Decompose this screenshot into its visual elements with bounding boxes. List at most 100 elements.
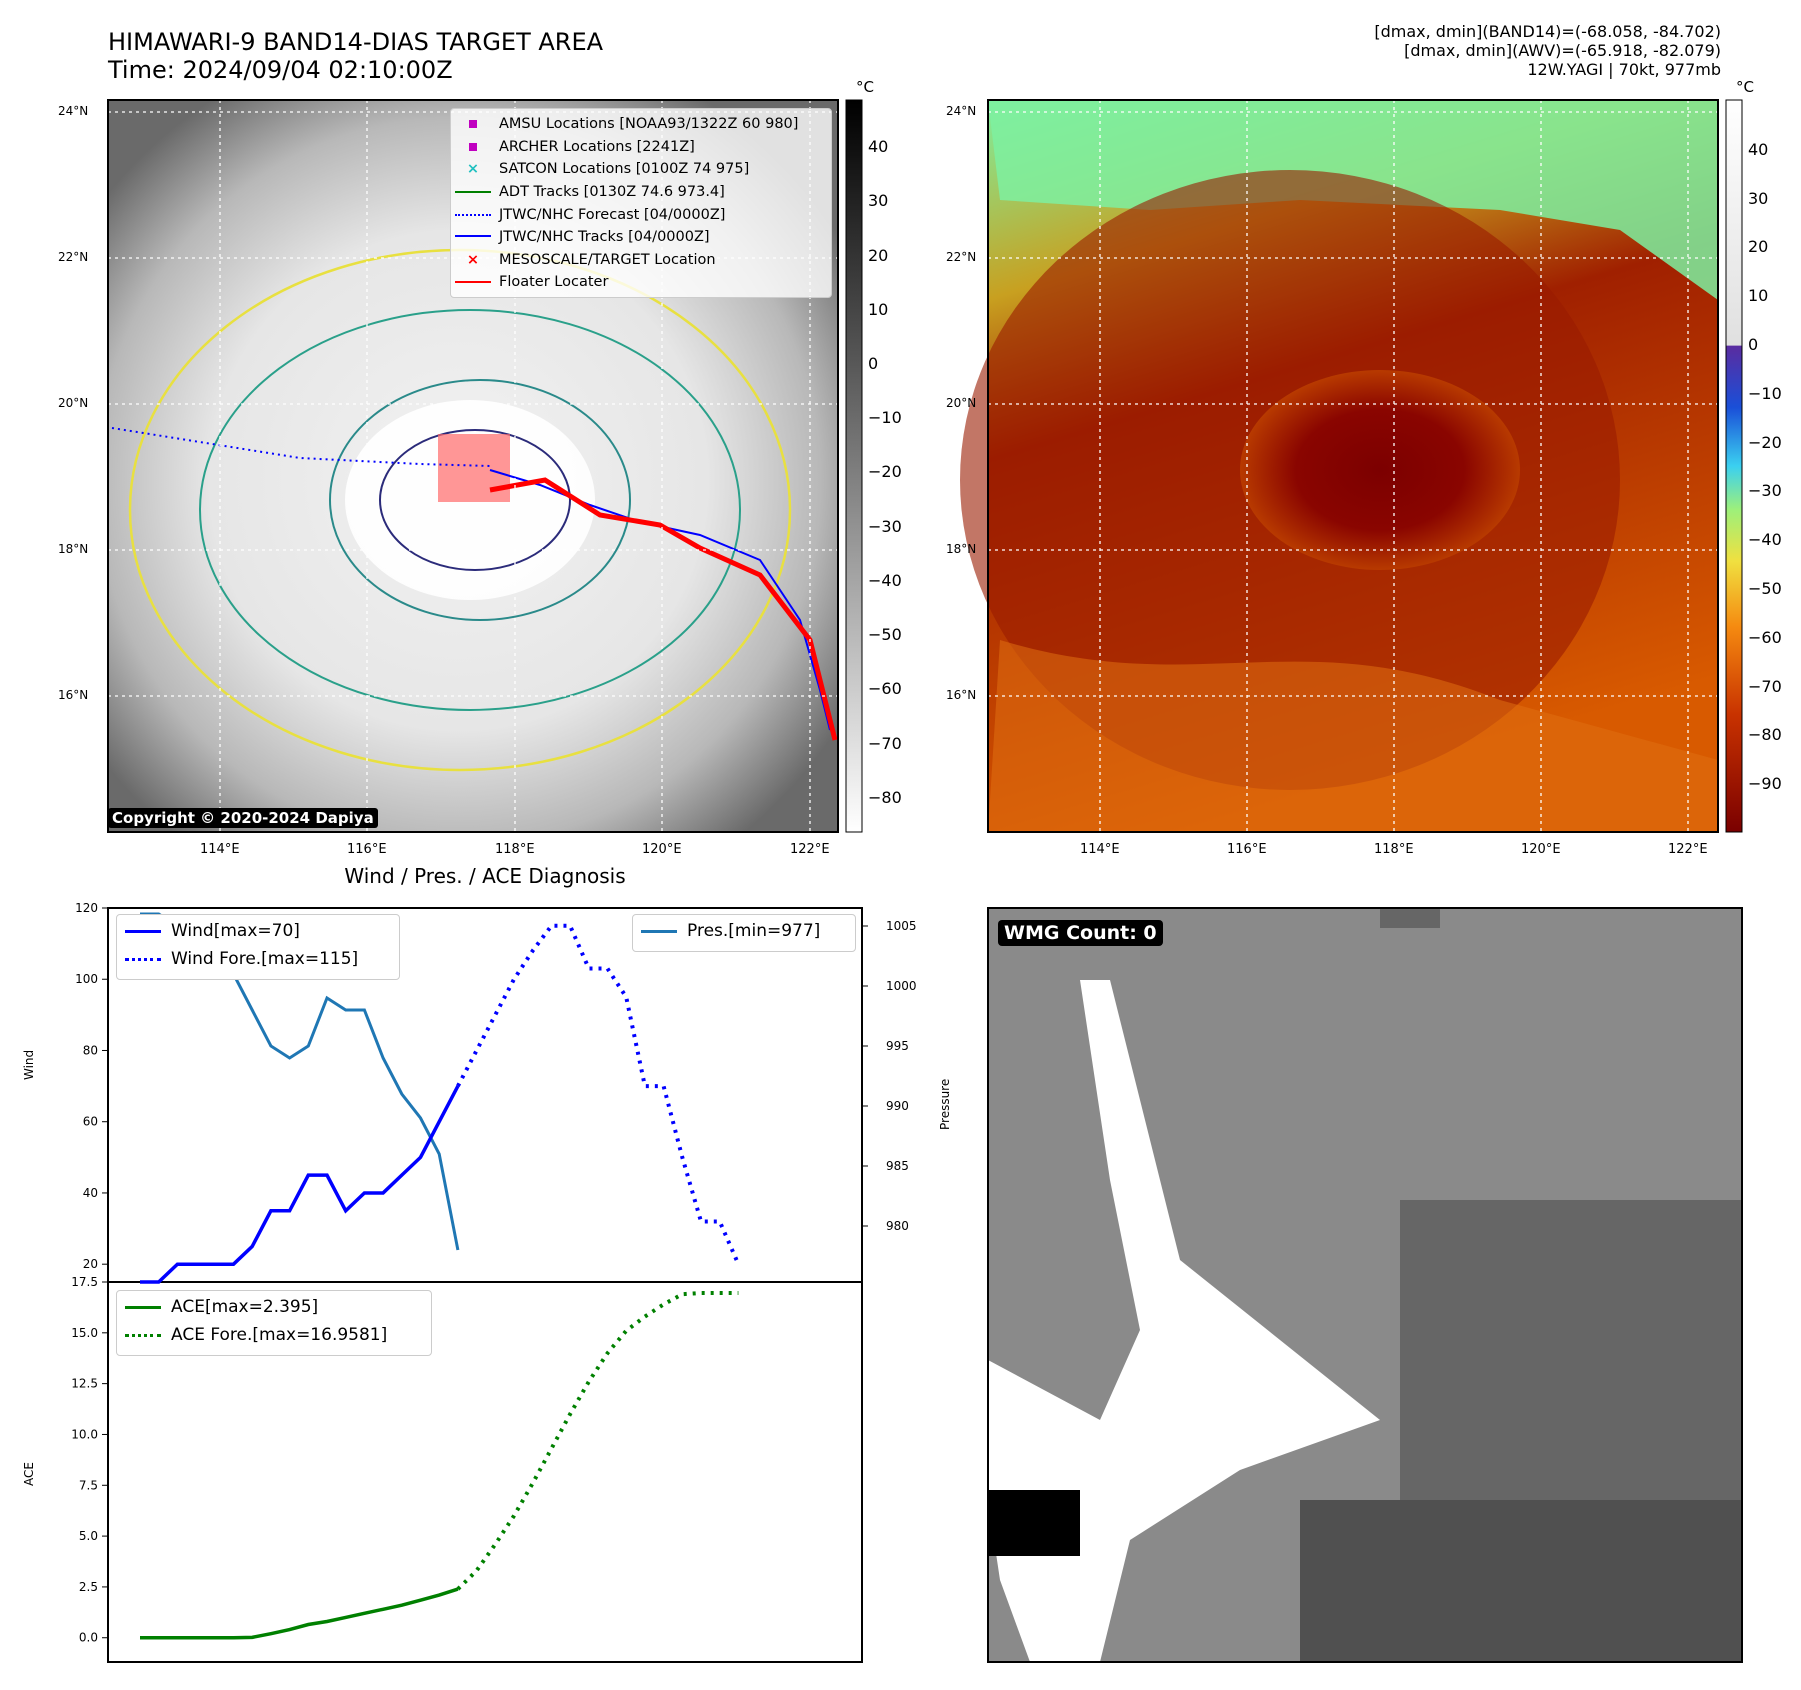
copyright-label: Copyright © 2020-2024 Dapiya bbox=[108, 808, 378, 828]
wind-legend: Wind[max=70] Wind Fore.[max=115] bbox=[116, 914, 400, 980]
colorbar-tick: −80 bbox=[868, 787, 902, 807]
colorbar-tick: 20 bbox=[1748, 237, 1769, 257]
colorbar-tick: −60 bbox=[1748, 627, 1782, 647]
map-legend-item: ADT Tracks [0130Z 74.6 973.4] bbox=[455, 181, 829, 204]
wind-legend-label: Wind[max=70] bbox=[171, 921, 300, 941]
colorbar-tick: 30 bbox=[868, 191, 889, 211]
map-legend-label: JTWC/NHC Tracks [04/0000Z] bbox=[499, 229, 710, 246]
map-legend-label: SATCON Locations [0100Z 74 975] bbox=[499, 161, 750, 178]
colorbar-tick: −10 bbox=[1748, 383, 1782, 403]
colorbar-tick: 10 bbox=[868, 299, 889, 319]
info-storm: 12W.YAGI | 70kt, 977mb bbox=[1527, 60, 1721, 79]
pres-legend-label: Pres.[min=977] bbox=[687, 921, 821, 941]
colorbar-tick: 40 bbox=[1748, 139, 1769, 159]
colorbar-tick: −90 bbox=[1748, 774, 1782, 794]
pres-ytick-label: 1000 bbox=[886, 979, 917, 993]
figure-info: [dmax, dmin](BAND14)=(-68.058, -84.702) … bbox=[1374, 22, 1721, 79]
ace-ytick-label: 7.5 bbox=[79, 1478, 98, 1492]
map-legend-item: Floater Locater bbox=[455, 271, 829, 294]
floater-track bbox=[489, 477, 838, 741]
ace-ytick-label: 12.5 bbox=[71, 1377, 98, 1391]
map-legend-swatch bbox=[455, 191, 491, 194]
pres-ytick-label: 990 bbox=[886, 1099, 909, 1113]
map-legend-item: AMSU Locations [NOAA93/1322Z 60 980] bbox=[455, 113, 829, 136]
awv-map bbox=[960, 99, 1719, 833]
pressure-legend: Pres.[min=977] bbox=[632, 914, 856, 952]
ace-ytick-label: 0.0 bbox=[79, 1631, 98, 1645]
wind-ylabel: Wind bbox=[22, 1049, 36, 1080]
chart-title: Wind / Pres. / ACE Diagnosis bbox=[344, 864, 626, 888]
colorbar-tick: 0 bbox=[1748, 335, 1759, 354]
wind-forecast-line bbox=[456, 923, 741, 1265]
colorbar-tick: −80 bbox=[1748, 725, 1782, 745]
colorbar-tick: −20 bbox=[868, 462, 902, 482]
ace-ytick-label: 15.0 bbox=[71, 1326, 98, 1340]
ace-ylabel: ACE bbox=[22, 1462, 36, 1486]
ir-colorbar-unit: °C bbox=[856, 78, 874, 96]
ace-legend: ACE[max=2.395] ACE Fore.[max=16.9581] bbox=[116, 1290, 432, 1356]
wind-ytick-label: 80 bbox=[83, 1043, 98, 1057]
colorbar-tick: −70 bbox=[868, 733, 902, 753]
ace-ytick-label: 2.5 bbox=[79, 1580, 98, 1594]
pres-ytick-label: 1005 bbox=[886, 919, 917, 933]
colorbar-tick: −70 bbox=[1748, 676, 1782, 696]
wind-fore-legend-label: Wind Fore.[max=115] bbox=[171, 949, 359, 969]
ace-fore-legend-label: ACE Fore.[max=16.9581] bbox=[171, 1325, 388, 1345]
colorbar-tick: 40 bbox=[868, 137, 889, 157]
colorbar-tick: 0 bbox=[868, 353, 879, 373]
wmg-count-label: WMG Count: 0 bbox=[998, 920, 1163, 946]
colorbar-tick: −40 bbox=[868, 570, 902, 590]
ace-ytick-label: 17.5 bbox=[71, 1275, 98, 1289]
map-legend-label: ARCHER Locations [2241Z] bbox=[499, 138, 695, 155]
map-legend-item: × SATCON Locations [0100Z 74 975] bbox=[455, 158, 829, 181]
ace-ytick-label: 5.0 bbox=[79, 1529, 98, 1543]
colorbar-tick: −20 bbox=[1748, 432, 1782, 452]
map-legend-swatch: × bbox=[466, 251, 480, 268]
jtwc-track bbox=[489, 469, 831, 731]
map-legend-swatch bbox=[455, 229, 491, 245]
target-area bbox=[438, 434, 510, 502]
map-legend-swatch bbox=[455, 139, 491, 155]
ace-line bbox=[140, 1587, 459, 1640]
colorbar-tick: −30 bbox=[1748, 481, 1782, 501]
wind-ytick-label: 60 bbox=[83, 1115, 98, 1129]
wind-ytick-label: 120 bbox=[75, 901, 98, 915]
figure-title: HIMAWARI-9 BAND14-DIAS TARGET AREA Time: … bbox=[108, 28, 604, 84]
colorbar-tick: −50 bbox=[868, 625, 902, 645]
wind-ytick-label: 40 bbox=[83, 1186, 98, 1200]
ir-colorbar bbox=[845, 99, 863, 833]
map-legend-swatch bbox=[455, 116, 491, 132]
wind-line bbox=[140, 1085, 460, 1284]
wind-legend-swatch bbox=[125, 929, 161, 933]
colorbar-tick: 20 bbox=[868, 245, 889, 265]
pres-ytick-label: 995 bbox=[886, 1039, 909, 1053]
awv-colorbar-unit: °C bbox=[1736, 78, 1754, 96]
map-legend-item: ARCHER Locations [2241Z] bbox=[455, 136, 829, 159]
map-legend-swatch: × bbox=[466, 161, 480, 178]
map-legend-label: Floater Locater bbox=[499, 274, 609, 291]
colorbar-tick: 30 bbox=[1748, 188, 1769, 208]
wind-ytick-label: 20 bbox=[83, 1257, 98, 1271]
awv-colorbar bbox=[1725, 99, 1743, 833]
pres-legend-swatch bbox=[641, 929, 677, 933]
pressure-ylabel: Pressure bbox=[938, 1078, 952, 1130]
awv-lon-ticks: 114°E 116°E 118°E 120°E 122°E bbox=[1080, 842, 1708, 857]
map-legend-item: × MESOSCALE/TARGET Location bbox=[455, 249, 829, 272]
wind-ytick-label: 100 bbox=[75, 972, 98, 986]
colorbar-tick: −40 bbox=[1748, 530, 1782, 550]
wind-fore-legend-swatch bbox=[125, 957, 161, 961]
pres-ytick-label: 985 bbox=[886, 1159, 909, 1173]
ir-colorbar-ticks: 40 30 20 10 0 −10 −20 −30 −40 −50 −60 −70 −80 bbox=[868, 100, 928, 832]
pres-ytick-label: 980 bbox=[886, 1219, 909, 1233]
colorbar-tick: −30 bbox=[868, 516, 902, 536]
wmg-panel bbox=[987, 907, 1743, 1663]
map-legend-item: JTWC/NHC Forecast [04/0000Z] bbox=[455, 203, 829, 226]
ace-legend-label: ACE[max=2.395] bbox=[171, 1297, 319, 1317]
map-legend-swatch bbox=[455, 213, 491, 216]
map-legend: AMSU Locations [NOAA93/1322Z 60 980] ARCH… bbox=[450, 108, 832, 298]
info-band14: [dmax, dmin](BAND14)=(-68.058, -84.702) bbox=[1374, 22, 1721, 41]
map-legend-label: MESOSCALE/TARGET Location bbox=[499, 251, 716, 268]
colorbar-tick: −60 bbox=[868, 679, 902, 699]
ace-ytick-label: 10.0 bbox=[71, 1427, 98, 1441]
